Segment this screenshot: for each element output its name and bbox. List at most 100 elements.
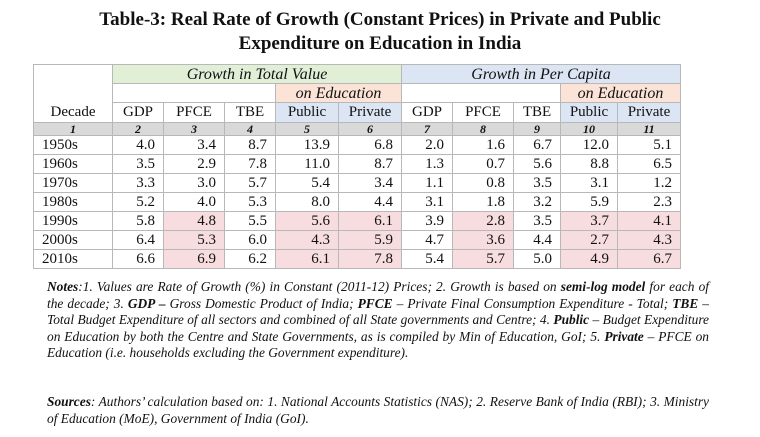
table-row: 1990s 5.8 4.8 5.5 5.6 6.1 3.9 2.8 3.5 3.… (33, 211, 681, 231)
data-cell: 3.4 (338, 173, 402, 193)
subheader-on-education-per-capita: on Education (560, 83, 681, 103)
col-index: 9 (513, 122, 561, 136)
data-cell: 3.3 (112, 173, 164, 193)
data-cell: 6.0 (224, 230, 276, 250)
col-header-pfce-pc: PFCE (452, 102, 514, 123)
col-header-private: Private (338, 102, 402, 123)
col-header-decade: Decade (33, 102, 113, 123)
data-cell: 5.5 (224, 211, 276, 231)
sources-text: : Authors’ calculation based on: 1. Nati… (47, 394, 709, 426)
col-index: 2 (112, 122, 164, 136)
data-cell: 6.6 (112, 249, 164, 269)
col-index: 7 (401, 122, 453, 136)
title-line-2: Expenditure on Education in India (238, 33, 522, 54)
data-cell: 5.6 (513, 154, 561, 174)
data-cell: 8.0 (275, 192, 339, 212)
table-row: 2010s 6.6 6.9 6.2 6.1 7.8 5.4 5.7 5.0 4.… (33, 249, 681, 269)
data-cell: 3.9 (401, 211, 453, 231)
data-cell-highlighted: 5.6 (275, 211, 339, 231)
data-cell: 2.0 (401, 135, 453, 155)
data-cell: 4.4 (338, 192, 402, 212)
notes-bold: Public (553, 312, 590, 327)
data-cell: 3.0 (163, 173, 225, 193)
data-cell: 5.8 (112, 211, 164, 231)
decade-cell: 1980s (33, 192, 113, 212)
table-row: 2000s 6.4 5.3 6.0 4.3 5.9 4.7 3.6 4.4 2.… (33, 230, 681, 250)
group-header-total-value: Growth in Total Value (112, 64, 402, 84)
decade-cell: 2000s (33, 230, 113, 250)
notes-bold: PFCE (357, 295, 393, 311)
data-cell: 2.3 (617, 192, 681, 212)
data-cell: 8.7 (224, 135, 276, 155)
notes-text: – PFCE on Education (i.e. households exc… (47, 328, 709, 361)
data-cell-highlighted: 2.7 (560, 230, 618, 250)
col-index: 1 (33, 122, 113, 136)
data-cell: 6.8 (338, 135, 402, 155)
growth-table: Growth in Total Value Growth in Per Capi… (33, 64, 681, 269)
col-header-pfce: PFCE (163, 102, 225, 123)
notes-label: Notes (47, 279, 79, 294)
notes-text: – Budget Expenditure on Education by bot… (47, 312, 709, 344)
data-cell-highlighted: 4.8 (163, 211, 225, 231)
data-cell: 3.5 (112, 154, 164, 174)
data-cell: 0.8 (452, 173, 514, 193)
data-cell: 1.2 (617, 173, 681, 193)
notes-text: Gross Domestic Product of India; (165, 295, 358, 311)
col-index: 10 (560, 122, 618, 136)
data-cell-highlighted: 6.1 (338, 211, 402, 231)
group-header-per-capita: Growth in Per Capita (401, 64, 681, 84)
data-cell: 3.5 (513, 173, 561, 193)
notes-text: – Total Budget Expenditure of all sector… (47, 295, 709, 328)
data-cell: 2.9 (163, 154, 225, 174)
col-index: 6 (338, 122, 402, 136)
data-cell: 3.4 (163, 135, 225, 155)
data-cell-highlighted: 6.1 (275, 249, 339, 269)
data-cell: 1.3 (401, 154, 453, 174)
data-cell: 11.0 (275, 154, 339, 174)
column-header-row: Decade GDP PFCE TBE Public Private GDP P… (33, 102, 681, 123)
data-cell: 4.0 (163, 192, 225, 212)
table-row: 1960s 3.5 2.9 7.8 11.0 8.7 1.3 0.7 5.6 8… (33, 154, 681, 174)
sources-label: Sources (47, 394, 91, 409)
data-cell-highlighted: 3.7 (560, 211, 618, 231)
empty-header-right (401, 83, 561, 103)
data-cell: 3.5 (513, 211, 561, 231)
data-cell: 12.0 (560, 135, 618, 155)
table-sources: Sources: Authors’ calculation based on: … (47, 394, 709, 427)
notes-bold: semi-log model (560, 279, 646, 294)
empty-header-left (112, 83, 276, 103)
data-cell: 3.1 (401, 192, 453, 212)
data-cell: 1.8 (452, 192, 514, 212)
data-cell: 7.8 (224, 154, 276, 174)
col-index: 8 (452, 122, 514, 136)
data-cell: 4.7 (401, 230, 453, 250)
data-cell: 4.0 (112, 135, 164, 155)
col-header-private-pc: Private (617, 102, 681, 123)
col-index: 3 (163, 122, 225, 136)
data-cell-highlighted: 5.9 (338, 230, 402, 250)
data-cell: 6.4 (112, 230, 164, 250)
table-row: 1950s 4.0 3.4 8.7 13.9 6.8 2.0 1.6 6.7 1… (33, 135, 681, 155)
data-cell: 3.2 (513, 192, 561, 212)
data-cell: 5.2 (112, 192, 164, 212)
data-cell: 5.1 (617, 135, 681, 155)
table-notes: Notes:1. Values are Rate of Growth (%) i… (47, 279, 709, 362)
data-cell-highlighted: 4.3 (617, 230, 681, 250)
empty-corner (33, 64, 113, 84)
notes-bold: Private (604, 328, 644, 344)
col-index: 4 (224, 122, 276, 136)
data-cell-highlighted: 4.1 (617, 211, 681, 231)
decade-cell: 1990s (33, 211, 113, 231)
notes-bold: TBE (672, 295, 699, 311)
data-cell-highlighted: 6.7 (617, 249, 681, 269)
decade-cell: 1970s (33, 173, 113, 193)
data-cell-highlighted: 4.3 (275, 230, 339, 250)
data-cell-highlighted: 2.8 (452, 211, 514, 231)
data-cell-highlighted: 5.7 (452, 249, 514, 269)
subheader-on-education-total: on Education (275, 83, 402, 103)
decade-cell: 2010s (33, 249, 113, 269)
data-cell: 6.7 (513, 135, 561, 155)
col-header-gdp: GDP (112, 102, 164, 123)
data-cell: 5.9 (560, 192, 618, 212)
col-header-tbe-pc: TBE (513, 102, 561, 123)
